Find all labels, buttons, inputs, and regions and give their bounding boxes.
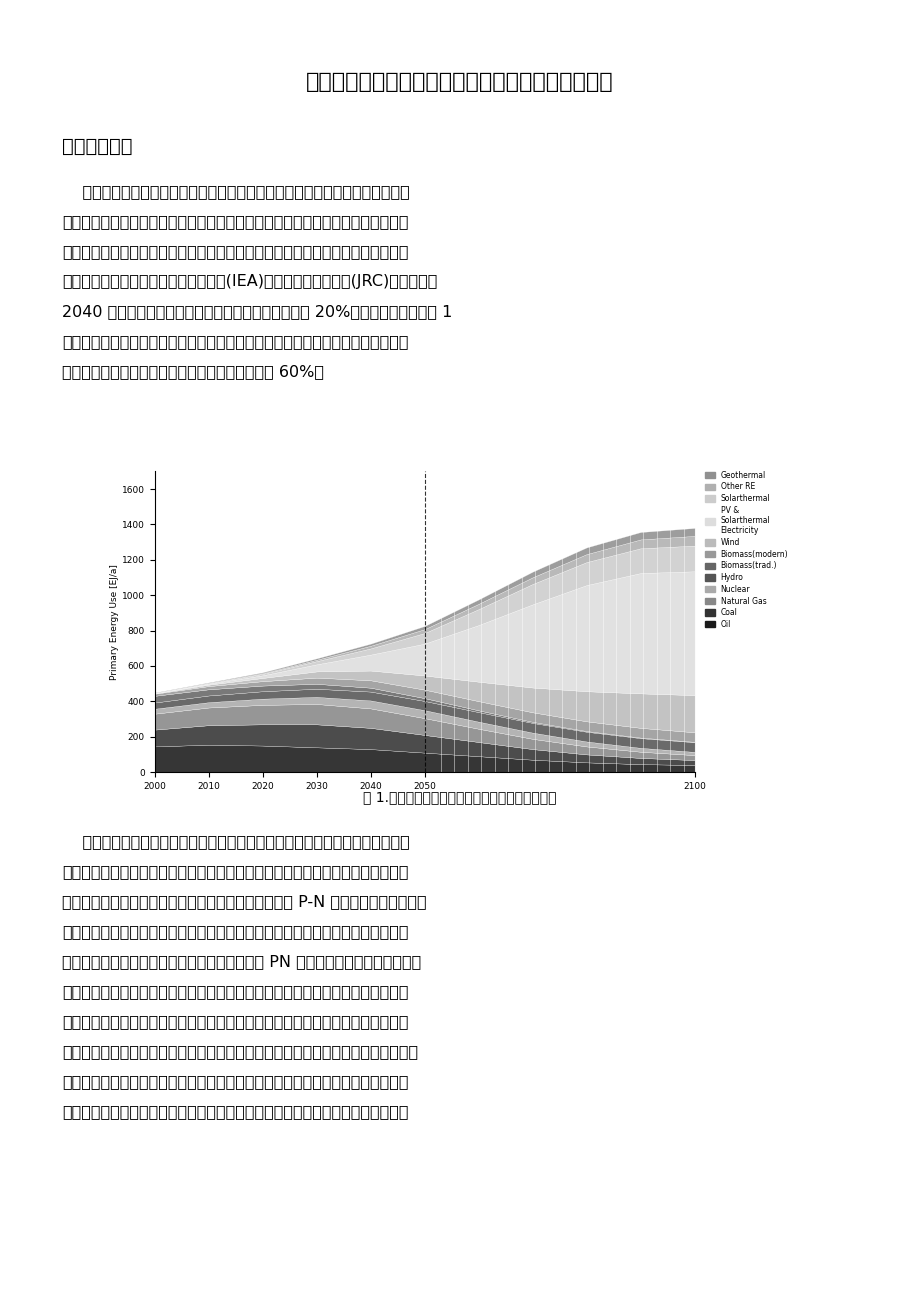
Y-axis label: Primary Energy Use [EJ/a]: Primary Energy Use [EJ/a] — [110, 564, 119, 680]
Text: 在各种太阳能电池中，硅太阳能电池因其可靠性高、寿命长、能承受各种环境: 在各种太阳能电池中，硅太阳能电池因其可靠性高、寿命长、能承受各种环境 — [62, 835, 409, 849]
Text: 角度来说，同样的烧结条件对于扩散均匀性好的电池片，其欧姆接触就会好，短路: 角度来说，同样的烧结条件对于扩散均匀性好的电池片，其欧姆接触就会好，短路 — [62, 1014, 408, 1029]
Text: 电流、填充因子等电性能参数也会比较稳定。这样，电池片的转换效率也就更稳定。: 电流、填充因子等电性能参数也会比较稳定。这样，电池片的转换效率也就更稳定。 — [62, 1044, 417, 1059]
Text: 并且，电池片与电池片之间的电性能参数一致性好，也有利于组件的稳定性和防衰: 并且，电池片与电池片之间的电性能参数一致性好，也有利于组件的稳定性和防衰 — [62, 1074, 408, 1088]
Text: 核心，也是电池质量好坏的关键之一。对于扩散工序，最大的问题是如何提高扩散: 核心，也是电池质量好坏的关键之一。对于扩散工序，最大的问题是如何提高扩散 — [62, 924, 408, 939]
Text: 低压扩散应用于晶硅太阳电池的可行性工作总结报告: 低压扩散应用于晶硅太阳电池的可行性工作总结报告 — [306, 72, 613, 92]
Text: 所示，太阳能在未来能源结构当中所占的比例越来越大，在本世纪末太阳能将可能: 所示，太阳能在未来能源结构当中所占的比例越来越大，在本世纪末太阳能将可能 — [62, 335, 408, 349]
Legend: Geothermal, Other RE, Solarthermal, PV &
Solarthermal
Electricity, Wind, Biomass: Geothermal, Other RE, Solarthermal, PV &… — [703, 469, 789, 630]
Text: 图 1.世界能源使用现状及未来能源需求结构预测图: 图 1.世界能源使用现状及未来能源需求结构预测图 — [363, 790, 556, 805]
Text: 2040 年世界太阳能光伏发电量将占世界电力总供应的 20%以上。根据预测如图 1: 2040 年世界太阳能光伏发电量将占世界电力总供应的 20%以上。根据预测如图 … — [62, 303, 452, 319]
Text: 会成为主要的能源供给来源，所占比例可能会超过 60%。: 会成为主要的能源供给来源，所占比例可能会超过 60%。 — [62, 365, 323, 379]
Text: 再生清洁能源的典型代表，光伏发电以其无污染、可再生、储量丰富等优点引起了: 再生清洁能源的典型代表，光伏发电以其无污染、可再生、储量丰富等优点引起了 — [62, 243, 408, 259]
Text: 世界各国的高度重视，而据国际能源署(IEA)和欧盟联合研究中心(JRC)的预测，到: 世界各国的高度重视，而据国际能源署(IEA)和欧盟联合研究中心(JRC)的预测，… — [62, 273, 437, 289]
Text: 变化等优点成为太阳能电池的主要品种。太阳电池产业化所面临的主要问题之一是: 变化等优点成为太阳能电池的主要品种。太阳电池产业化所面临的主要问题之一是 — [62, 865, 408, 879]
Text: 的均匀性。扩散的均匀性直接体现在硅片扩散后 PN 结结深的差异性上，均匀性好: 的均匀性。扩散的均匀性直接体现在硅片扩散后 PN 结结深的差异性上，均匀性好 — [62, 954, 421, 969]
Text: 可再生的新能源的身上，如太阳能、风能、生物能、地热能、潮汐能等等。作为可: 可再生的新能源的身上，如太阳能、风能、生物能、地热能、潮汐能等等。作为可 — [62, 214, 408, 229]
Text: 减性，从而提高了太阳电池的使用寿命。因此，如何来提高扩散的均匀性就显得非: 减性，从而提高了太阳电池的使用寿命。因此，如何来提高扩散的均匀性就显得非 — [62, 1104, 408, 1118]
Text: 则结深的差异性小，反之亦然。而不同的结深对应的烧结温度也是不一样的。换个: 则结深的差异性小，反之亦然。而不同的结深对应的烧结温度也是不一样的。换个 — [62, 984, 408, 999]
Text: 如何在保证电池高转换效率前提下提高产能。扩散制作 P-N 结是晶体硅太阳电池的: 如何在保证电池高转换效率前提下提高产能。扩散制作 P-N 结是晶体硅太阳电池的 — [62, 894, 426, 909]
Text: 一、立项背景: 一、立项背景 — [62, 137, 132, 156]
Text: 面对日益短缺的能源与不断恶化的自然环境，人们将目光投向那些绿色环保、: 面对日益短缺的能源与不断恶化的自然环境，人们将目光投向那些绿色环保、 — [62, 184, 409, 199]
